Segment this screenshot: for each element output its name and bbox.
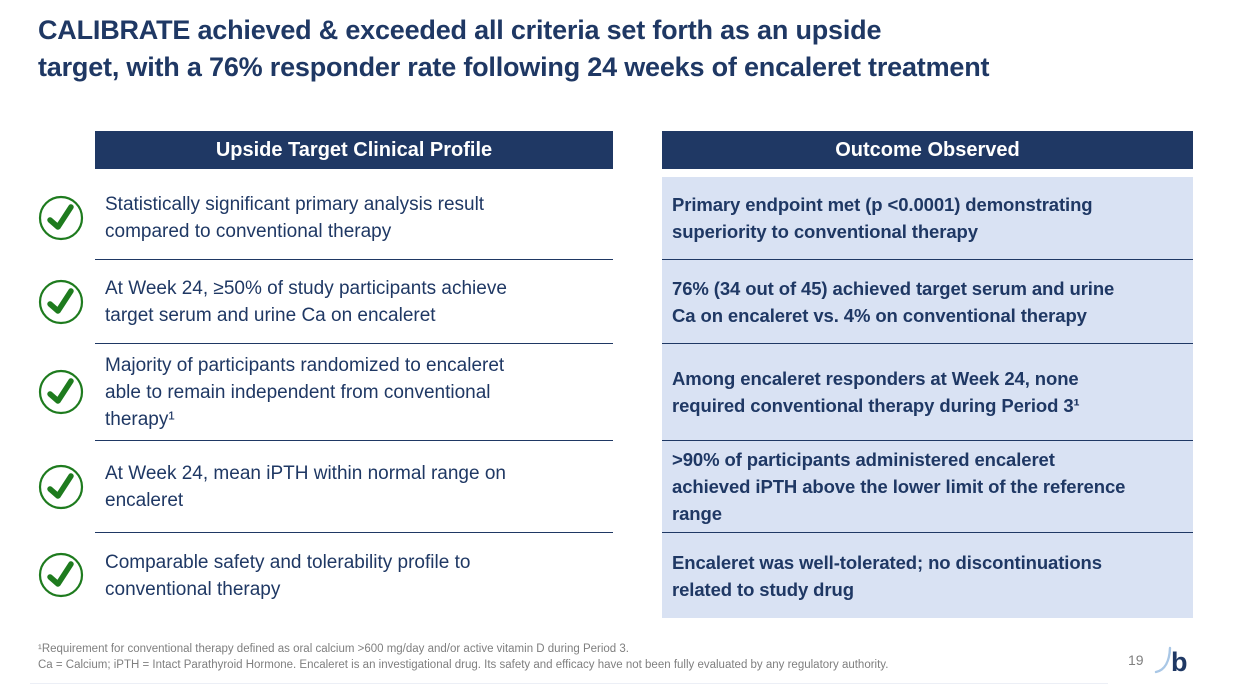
page-title: CALIBRATE achieved & exceeded all criter… [38,12,1208,86]
logo-swoosh-icon [1154,646,1172,674]
criteria-text: target serum and urine Ca on encaleret [105,304,436,326]
criteria-text: encaleret [105,489,184,511]
check-icon [38,279,84,325]
bottom-rule [30,683,1108,684]
check-icon [38,369,84,415]
left-column-header: Upside Target Clinical Profile [95,131,613,169]
outcome-row: 76% (34 out of 45) achieved target serum… [662,260,1193,344]
criteria-text: conventional therapy [105,578,281,600]
outcome-text: 76% (34 out of 45) achieved target serum… [672,277,1115,299]
criteria-text: Majority of participants randomized to e… [105,354,505,376]
outcome-text: Primary endpoint met (p <0.0001) demonst… [672,194,1093,215]
criteria-row: Comparable safety and tolerability profi… [95,533,613,618]
footnote-line1: ¹Requirement for conventional therapy de… [38,643,629,655]
outcome-row: Among encaleret responders at Week 24, n… [662,344,1193,441]
page-number: 19 [1128,652,1144,668]
outcome-text: Ca on encaleret vs. 4% on conventional t… [672,304,1087,326]
outcome-row: Primary endpoint met (p <0.0001) demonst… [662,177,1193,260]
outcome-row: >90% of participants administered encale… [662,441,1193,533]
criteria-row: Statistically significant primary analys… [95,177,613,260]
footnote: ¹Requirement for conventional therapy de… [38,641,938,673]
logo-letter: b [1171,647,1188,676]
footnote-line2: Ca = Calcium; iPTH = Intact Parathyroid … [38,659,889,671]
outcome-row: Encaleret was well-tolerated; no discont… [662,533,1193,618]
left-column-header-label: Upside Target Clinical Profile [215,138,493,161]
criteria-row: At Week 24, mean iPTH within normal rang… [95,441,613,533]
criteria-text: At Week 24, ≥50% of study participants a… [105,277,507,299]
brand-logo: b [1154,646,1188,676]
outcome-text: range [672,503,722,524]
check-icon [38,552,84,598]
criteria-text: At Week 24, mean iPTH within normal rang… [105,462,506,484]
criteria-row: At Week 24, ≥50% of study participants a… [95,260,613,344]
criteria-text: Statistically significant primary analys… [105,194,485,215]
right-column-header: Outcome Observed [662,131,1193,169]
outcome-text: related to study drug [672,578,854,600]
outcome-text: achieved iPTH above the lower limit of t… [672,476,1126,497]
outcome-text: Encaleret was well-tolerated; no discont… [672,551,1102,573]
criteria-text: therapy¹ [105,408,175,430]
outcome-text: >90% of participants administered encale… [672,449,1055,470]
page-title-line2: target, with a 76% responder rate follow… [38,52,990,82]
criteria-text: Comparable safety and tolerability profi… [105,551,471,573]
criteria-text: able to remain independent from conventi… [105,381,491,403]
check-icon [38,195,84,241]
criteria-row: Majority of participants randomized to e… [95,344,613,441]
outcome-text: Among encaleret responders at Week 24, n… [672,368,1079,389]
right-column-header-label: Outcome Observed [835,138,1020,161]
criteria-text: compared to conventional therapy [105,221,392,242]
page-title-line1: CALIBRATE achieved & exceeded all criter… [38,15,882,45]
outcome-text: required conventional therapy during Per… [672,395,1080,416]
outcome-text: superiority to conventional therapy [672,221,978,242]
check-icon [38,464,84,510]
